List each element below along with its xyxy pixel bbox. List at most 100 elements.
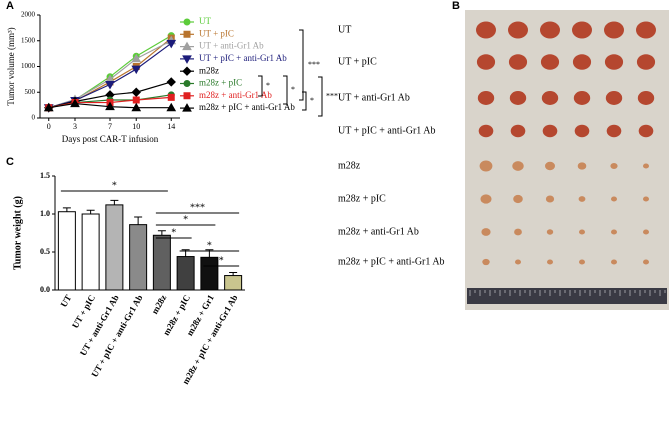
row-label: UT [338, 24, 351, 35]
y-tick-label: 0.5 [40, 247, 50, 256]
legend-marker [183, 80, 191, 87]
tumor [513, 194, 523, 204]
tumor [540, 54, 560, 70]
error-bar [134, 216, 143, 225]
sig-label: *** [326, 91, 338, 100]
tumor [605, 91, 623, 105]
bar [57, 211, 76, 291]
tumor [643, 196, 649, 202]
tumor [545, 161, 555, 171]
point [105, 101, 115, 111]
row-label: m28z + pIC + anti-Gr1 Ab [338, 256, 445, 267]
tumor [574, 124, 590, 138]
sig-bracket [283, 75, 288, 105]
sig-label: * [171, 227, 176, 238]
sig-bracket [299, 29, 304, 101]
error-bar [229, 272, 238, 276]
tumor [578, 196, 586, 202]
tumor [579, 229, 585, 235]
x-tick-label: 14 [167, 122, 175, 131]
tumor [604, 21, 624, 39]
tumor [546, 229, 554, 235]
x-tick-label: m28z [149, 293, 168, 316]
x-tick-label: 10 [132, 122, 140, 131]
bar [105, 204, 124, 291]
sig-label: * [291, 85, 295, 94]
legend-label: m28z [199, 65, 219, 75]
tumor [636, 54, 656, 70]
sig-label: * [207, 240, 212, 251]
x-tick-label: 0 [47, 122, 51, 131]
sig-bracket [318, 76, 323, 117]
tumor [477, 91, 495, 105]
x-axis-label: Days post CAR-T infusion [62, 134, 159, 144]
tumor [478, 124, 494, 138]
tumor [509, 91, 527, 105]
error-bar [157, 230, 166, 236]
tumor [512, 161, 524, 171]
panel-label: B [452, 0, 460, 12]
y-tick-label: 2000 [21, 11, 36, 19]
ruler [467, 288, 667, 304]
tumor [643, 259, 649, 265]
y-tick-label: 500 [25, 88, 36, 96]
point [131, 102, 142, 112]
bar [200, 256, 219, 291]
y-tick-label: 1.0 [40, 209, 50, 218]
bar [152, 234, 171, 291]
row-label: UT + anti-Gr1 Ab [338, 92, 410, 103]
tumor [540, 21, 560, 39]
point [70, 98, 80, 108]
row-label: m28z + pIC [338, 193, 386, 204]
y-axis-label: Tumor weight (g) [12, 196, 23, 270]
point [131, 87, 141, 97]
photo [465, 10, 669, 310]
legend-label: m28z + pIC + anti-Gr1 Ab [199, 102, 295, 112]
tumor [508, 21, 528, 39]
tumor [510, 124, 526, 138]
legend-marker [182, 55, 192, 64]
legend-marker [183, 30, 191, 38]
point [132, 96, 140, 104]
point [131, 65, 142, 75]
tumor [572, 21, 592, 39]
bar [224, 275, 243, 291]
point [43, 102, 54, 112]
y-tick-label: 1.5 [40, 171, 50, 180]
point [105, 81, 115, 90]
tumor [481, 228, 491, 236]
tumor [611, 229, 617, 235]
point [131, 53, 142, 63]
row-label: m28z [338, 160, 361, 171]
y-tick-label: 0.0 [40, 285, 50, 294]
tumor [638, 124, 654, 138]
y-axis-label: Tumor volume (mm³) [6, 27, 16, 105]
tumor [604, 54, 624, 70]
row-label: m28z + anti-Gr1 Ab [338, 226, 419, 237]
tumor [476, 54, 496, 70]
sig-label: *** [308, 60, 320, 69]
bar [81, 213, 100, 291]
tumor [515, 259, 521, 265]
tumor [545, 195, 555, 203]
legend-label: m28z + pIC [199, 78, 242, 88]
y-tick-label: 0 [32, 114, 36, 122]
tumor [480, 194, 492, 204]
sig-label: * [183, 214, 188, 225]
tumor [508, 54, 528, 70]
tumor [514, 228, 522, 236]
sig-bracket [258, 75, 263, 97]
tumor [579, 259, 585, 265]
legend-label: UT [199, 16, 211, 26]
tumor [637, 91, 655, 105]
tumor [476, 21, 496, 39]
bar [176, 256, 195, 291]
tumor [482, 258, 490, 266]
legend-marker [182, 103, 192, 112]
point [166, 77, 176, 87]
tumor [643, 229, 649, 235]
y-tick-label: 1500 [21, 36, 36, 44]
tumor [643, 163, 649, 169]
